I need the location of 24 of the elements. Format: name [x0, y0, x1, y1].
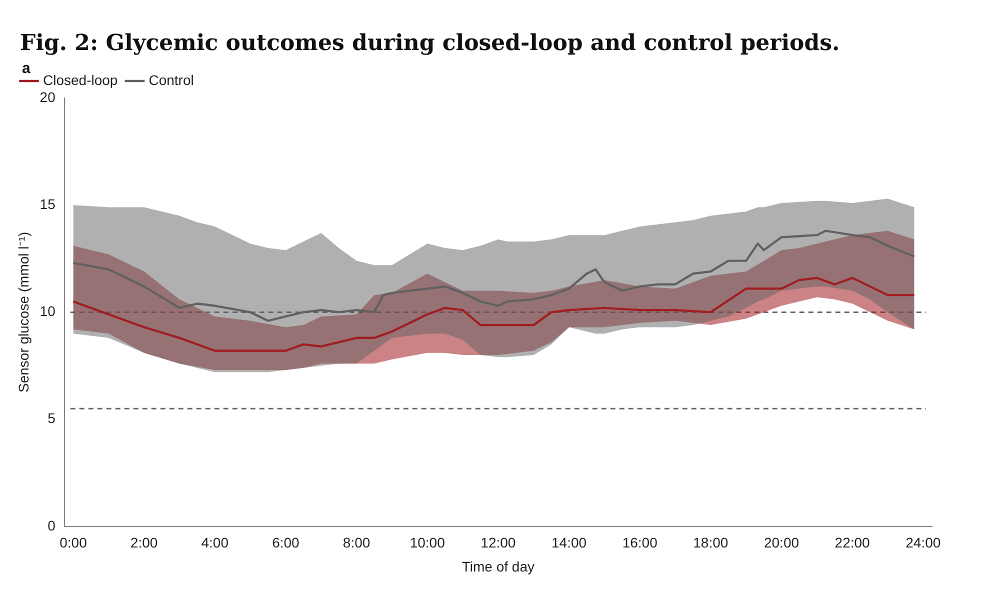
- text: a: [22, 60, 32, 77]
- y-tick-label: 0: [48, 517, 56, 534]
- x-tick-label: 14:00: [551, 534, 587, 551]
- x-tick-label: 24:00: [906, 534, 941, 551]
- y-tick-label: 10: [40, 303, 56, 320]
- x-tick-label: 10:00: [410, 534, 446, 551]
- y-tick-label: 5: [48, 410, 56, 426]
- y-tick-label: 15: [40, 196, 56, 212]
- x-tick-label: 16:00: [622, 534, 658, 551]
- legend-label: Control: [148, 72, 194, 88]
- legend-label: Closed-loop: [43, 72, 118, 88]
- x-tick-label: 4:00: [201, 534, 229, 551]
- x-tick-label: 2:00: [130, 534, 158, 551]
- y-axis-title: Sensor glucose (mmol l⁻¹): [15, 232, 32, 393]
- x-tick-label: 0:00: [60, 534, 88, 551]
- x-tick-label: 22:00: [834, 534, 870, 551]
- x-tick-label: 6:00: [272, 534, 300, 551]
- x-tick-label: 20:00: [764, 534, 800, 551]
- chart-title: Fig. 2: Glycemic outcomes during closed-loop and control periods.: [20, 30, 841, 56]
- x-tick-label: 18:00: [693, 534, 728, 551]
- y-tick-label: 20: [40, 88, 56, 105]
- x-tick-label: 12:00: [480, 534, 516, 551]
- x-axis-title: Time of day: [462, 558, 534, 574]
- x-tick-label: 8:00: [342, 534, 370, 551]
